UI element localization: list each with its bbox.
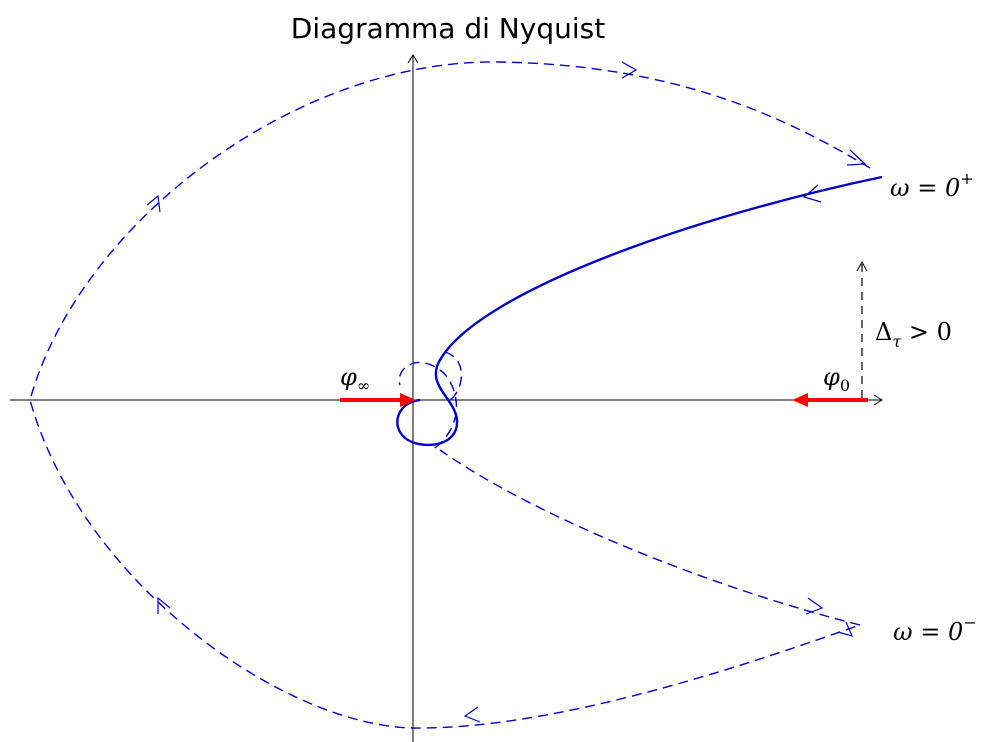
label-sub: ∞ — [357, 376, 370, 395]
direction-arrow — [837, 621, 854, 637]
phi-0-label: φ0 — [823, 363, 850, 395]
label-part: ω = 0 — [893, 618, 963, 646]
label-sup: − — [963, 613, 976, 632]
label-part: φ — [823, 363, 840, 391]
phi-inf-label: φ∞ — [340, 363, 370, 395]
nyquist-curve — [396, 175, 883, 447]
label-sub: 0 — [840, 376, 850, 395]
axis-arrow — [407, 54, 419, 64]
delta-arrow-head — [856, 260, 868, 272]
direction-arrow — [846, 149, 867, 166]
direction-arrow — [463, 706, 481, 723]
label-part: Δ — [875, 318, 892, 346]
direction-arrow — [802, 184, 822, 203]
omega-minus-label: ω = 0− — [893, 613, 977, 646]
label-part: ω = 0 — [890, 174, 960, 202]
direction-arrow — [621, 61, 638, 79]
direction-arrow — [805, 597, 824, 615]
label-part: > 0 — [901, 318, 952, 346]
phi-0-arrow-head — [792, 393, 808, 407]
axis-arrow — [873, 394, 883, 406]
omega-plus-label: ω = 0+ — [890, 169, 974, 202]
title: Diagramma di Nyquist — [291, 12, 605, 45]
dashed-loop — [398, 361, 458, 449]
direction-arrow — [157, 596, 171, 614]
label-sup: + — [960, 169, 973, 188]
dashed-contour — [29, 61, 871, 729]
delta-label: Δτ > 0 — [875, 318, 952, 351]
dashed-contour — [439, 449, 861, 626]
phi-inf-arrow-head — [400, 393, 416, 407]
direction-arrow — [146, 194, 161, 213]
label-part: φ — [340, 363, 357, 391]
dashed-loop — [444, 351, 463, 401]
label-sub: τ — [892, 332, 902, 351]
